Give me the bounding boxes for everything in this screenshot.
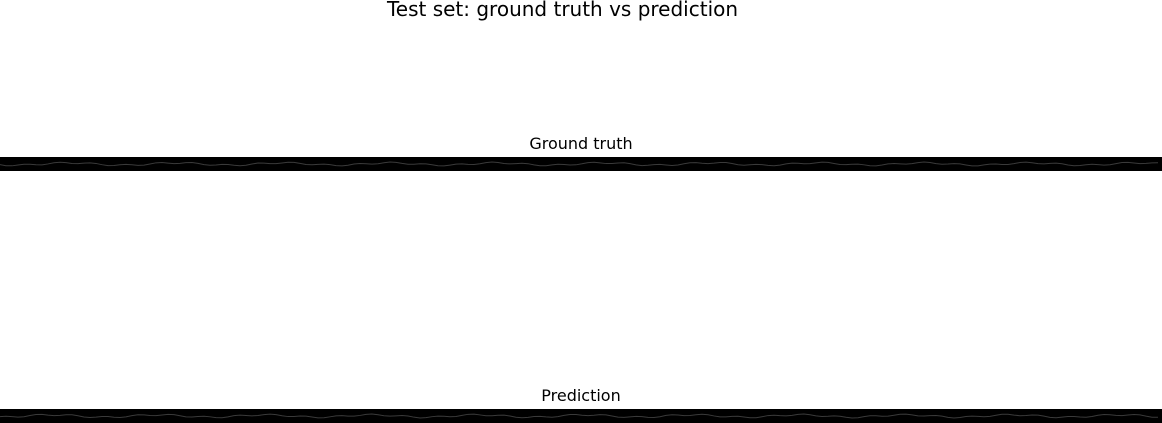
ground-truth-title: Ground truth <box>529 134 633 153</box>
figure-title: Test set: ground truth vs prediction <box>386 0 739 21</box>
prediction-strip <box>0 409 1162 423</box>
ground-truth-texture <box>0 161 1159 167</box>
prediction-title: Prediction <box>541 386 621 405</box>
prediction-texture <box>0 413 1159 419</box>
ground-truth-strip <box>0 157 1162 171</box>
prediction-cell <box>0 409 1162 423</box>
